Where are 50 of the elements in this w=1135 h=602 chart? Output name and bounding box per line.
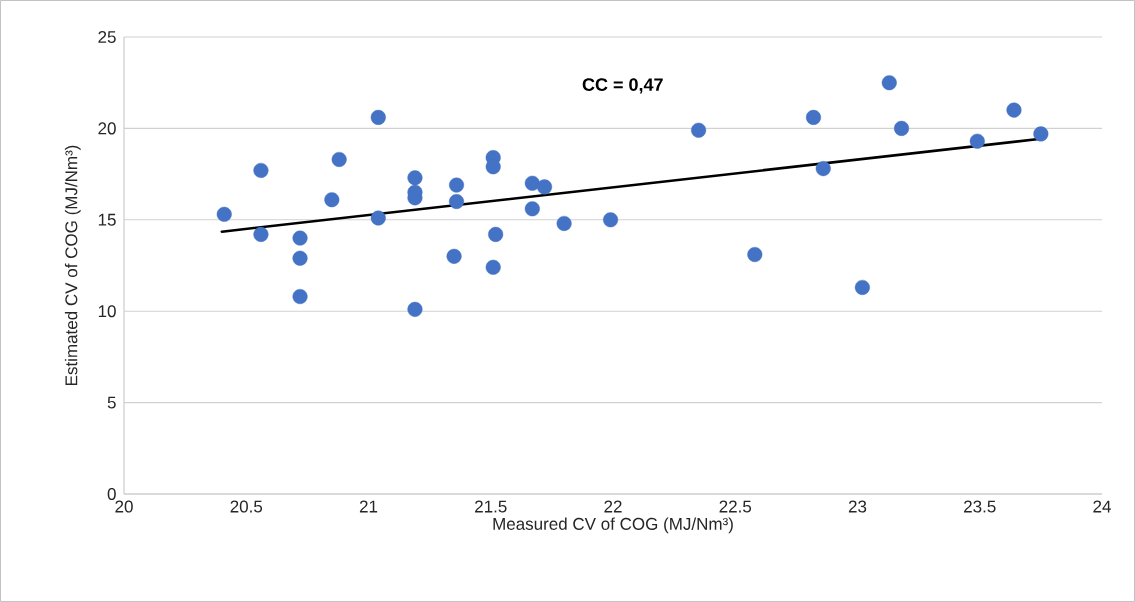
point (407, 170, 423, 186)
x-tick-label: 24 (1093, 500, 1111, 513)
point (324, 192, 340, 208)
point (485, 259, 501, 275)
x-tick-label: 23.5 (964, 500, 996, 513)
point (292, 289, 308, 305)
point (488, 226, 504, 242)
y-axis-title: Estimated CV of COG (MJ/Nm³) (64, 145, 81, 385)
point (407, 301, 423, 317)
point (603, 212, 619, 228)
point (894, 120, 910, 136)
y-tick-label: 15 (98, 213, 116, 226)
x-tick-label: 20 (115, 500, 133, 513)
x-tick-label: 23 (848, 500, 867, 513)
point (805, 109, 821, 125)
point (815, 161, 831, 177)
point (524, 175, 540, 191)
annotation: CC = 0,47 (582, 78, 663, 94)
point (556, 215, 572, 231)
point (216, 206, 232, 222)
point (537, 179, 553, 195)
x-axis-title: Measured CV of COG (MJ/Nm³) (493, 517, 733, 534)
point (253, 162, 269, 178)
point (1006, 102, 1022, 118)
point (292, 250, 308, 266)
x-tick-label: 21 (359, 500, 378, 513)
point (449, 177, 465, 193)
x-tick-label: 20.5 (230, 500, 263, 513)
point (969, 133, 985, 149)
x-tick-label: 21.5 (475, 500, 507, 513)
point (253, 226, 269, 242)
point (370, 109, 386, 125)
point (292, 230, 308, 246)
point (747, 247, 763, 263)
point (370, 210, 386, 226)
y-tick-label: 10 (98, 305, 116, 318)
point (881, 75, 897, 91)
point (691, 122, 707, 138)
point (446, 248, 462, 264)
point (331, 151, 347, 167)
point (854, 279, 870, 295)
x-tick-label: 22 (604, 500, 622, 513)
y-tick-label: 25 (98, 30, 116, 44)
y-tick-label: 5 (107, 396, 116, 409)
x-tick-label: 22.5 (719, 500, 752, 513)
point (449, 194, 465, 210)
point (1033, 126, 1049, 142)
y-tick-label: 0 (107, 487, 116, 501)
point (524, 201, 540, 217)
y-tick-label: 20 (98, 122, 116, 135)
